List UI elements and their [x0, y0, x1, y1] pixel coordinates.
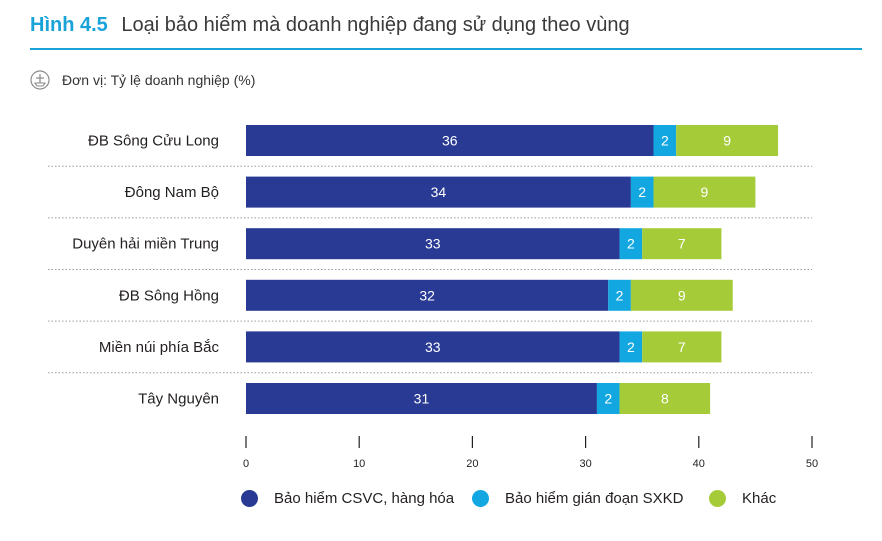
data-label: 2	[604, 391, 612, 407]
bar-segment	[619, 383, 711, 414]
legend-label: Bảo hiểm CSVC, hàng hóa	[274, 490, 455, 507]
data-label: 31	[414, 391, 430, 407]
bar-segment	[246, 176, 631, 208]
legend-swatch	[472, 490, 489, 507]
bar-segment	[619, 228, 643, 260]
data-label: 2	[627, 339, 635, 355]
figure-label: Hình 4.5	[30, 14, 108, 36]
category-label: Tây Nguyên	[138, 391, 219, 408]
category-label: ĐB Sông Hồng	[119, 287, 219, 304]
bar-segment	[246, 228, 620, 260]
figure-title: Hình 4.5 Loại bảo hiểm mà doanh nghiệp đ…	[30, 14, 630, 37]
legend-item: Bảo hiểm gián đoạn SXKD	[472, 490, 683, 507]
bar-segment	[608, 279, 631, 311]
bar-segment	[676, 125, 779, 156]
title-divider	[30, 48, 862, 50]
bar-segment	[596, 383, 620, 414]
category-label: Đông Nam Bộ	[125, 184, 219, 201]
figure-title-text: Loại bảo hiểm mà doanh nghiệp đang sử dụ…	[121, 14, 630, 36]
bar-segment	[642, 331, 722, 363]
legend-label: Khác	[742, 490, 777, 507]
data-label: 2	[661, 133, 669, 149]
unit-text: Đơn vị: Tỷ lệ doanh nghiệp (%)	[62, 72, 256, 88]
bar-segment	[642, 228, 722, 260]
bar-segment	[246, 331, 620, 363]
data-label: 9	[678, 287, 686, 303]
data-label: 9	[701, 184, 709, 200]
data-label: 8	[661, 391, 669, 407]
data-label: 2	[638, 184, 646, 200]
data-label: 33	[425, 339, 441, 355]
bar-segment	[246, 125, 654, 156]
legend-item: Bảo hiểm CSVC, hàng hóa	[241, 490, 454, 507]
bar-segment	[246, 383, 597, 414]
x-tick-label: 50	[806, 458, 818, 470]
legend-label: Bảo hiểm gián đoạn SXKD	[505, 490, 684, 507]
x-tick-label: 30	[579, 458, 591, 470]
data-label: 34	[431, 184, 447, 200]
data-label: 2	[616, 287, 624, 303]
data-label: 36	[442, 133, 458, 149]
unit-note: Đơn vị: Tỷ lệ doanh nghiệp (%)	[30, 70, 255, 90]
bar-segment	[653, 125, 677, 156]
x-tick-label: 10	[353, 458, 365, 470]
legend-swatch	[709, 490, 726, 507]
bar-segment	[630, 176, 654, 208]
legend-item: Khác	[709, 490, 776, 507]
data-label: 2	[627, 236, 635, 252]
category-label: Miền núi phía Bắc	[99, 339, 220, 356]
bar-segment	[630, 279, 733, 311]
x-tick-label: 40	[693, 458, 705, 470]
bar-segment	[653, 176, 756, 208]
data-label: 7	[678, 339, 686, 355]
chart-legend: Bảo hiểm CSVC, hàng hóa Bảo hiểm gián đoạ…	[0, 490, 882, 514]
bar-segment	[619, 331, 643, 363]
bar-segment	[246, 279, 609, 311]
data-label: 32	[419, 287, 435, 303]
legend-swatch	[241, 490, 258, 507]
category-label: ĐB Sông Cửu Long	[88, 133, 219, 150]
data-label: 33	[425, 236, 441, 252]
category-label: Duyên hải miền Trung	[72, 236, 219, 253]
x-tick-label: 20	[466, 458, 478, 470]
data-label: 7	[678, 236, 686, 252]
unit-scale-icon	[30, 70, 50, 90]
data-label: 9	[723, 133, 731, 149]
x-tick-label: 0	[243, 458, 249, 470]
